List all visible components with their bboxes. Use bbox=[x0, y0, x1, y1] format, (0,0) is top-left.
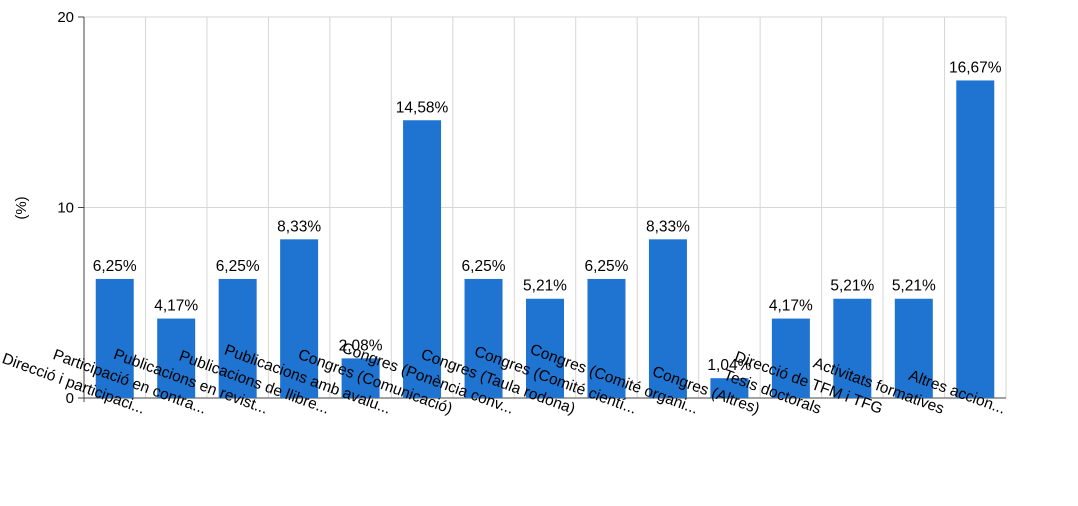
bar bbox=[894, 298, 933, 398]
data-label: 5,21% bbox=[523, 278, 567, 295]
bar bbox=[771, 318, 810, 398]
bar bbox=[648, 239, 687, 398]
data-label: 8,33% bbox=[646, 218, 690, 235]
grid-lines bbox=[84, 16, 1007, 399]
data-label: 1,04% bbox=[707, 357, 751, 374]
data-label: 5,21% bbox=[830, 278, 874, 295]
data-label: 6,25% bbox=[216, 258, 260, 275]
bars bbox=[95, 80, 995, 399]
y-tick-labels: 0 10 20 bbox=[57, 9, 74, 407]
bar bbox=[464, 278, 503, 398]
bar bbox=[341, 358, 380, 398]
data-label: 6,25% bbox=[584, 258, 628, 275]
bar bbox=[526, 298, 564, 398]
data-label: 6,25% bbox=[462, 258, 506, 275]
bar bbox=[956, 80, 995, 399]
bar bbox=[710, 378, 749, 398]
bar bbox=[833, 298, 872, 398]
bar bbox=[587, 278, 626, 398]
data-label: 6,25% bbox=[93, 258, 137, 275]
y-tick-label: 0 bbox=[66, 390, 74, 407]
data-label: 8,33% bbox=[277, 218, 321, 235]
bar bbox=[403, 120, 442, 398]
bar bbox=[218, 278, 257, 398]
data-labels: 6,25% 4,17% 6,25% 8,33% 2,08% 14,58% 6,25% 5,21… bbox=[93, 59, 1002, 374]
data-label: 5,21% bbox=[892, 278, 936, 295]
bar bbox=[157, 318, 196, 398]
bar bbox=[95, 278, 134, 398]
y-axis-label: (%) bbox=[13, 196, 30, 219]
y-tick-label: 10 bbox=[57, 200, 74, 217]
data-label: 16,67% bbox=[949, 59, 1002, 76]
data-label: 4,17% bbox=[154, 298, 198, 315]
data-label: 4,17% bbox=[769, 298, 813, 315]
y-tick-label: 20 bbox=[57, 9, 74, 26]
bar bbox=[280, 239, 319, 398]
data-label: 14,58% bbox=[396, 99, 449, 116]
data-label: 2,08% bbox=[339, 337, 383, 354]
